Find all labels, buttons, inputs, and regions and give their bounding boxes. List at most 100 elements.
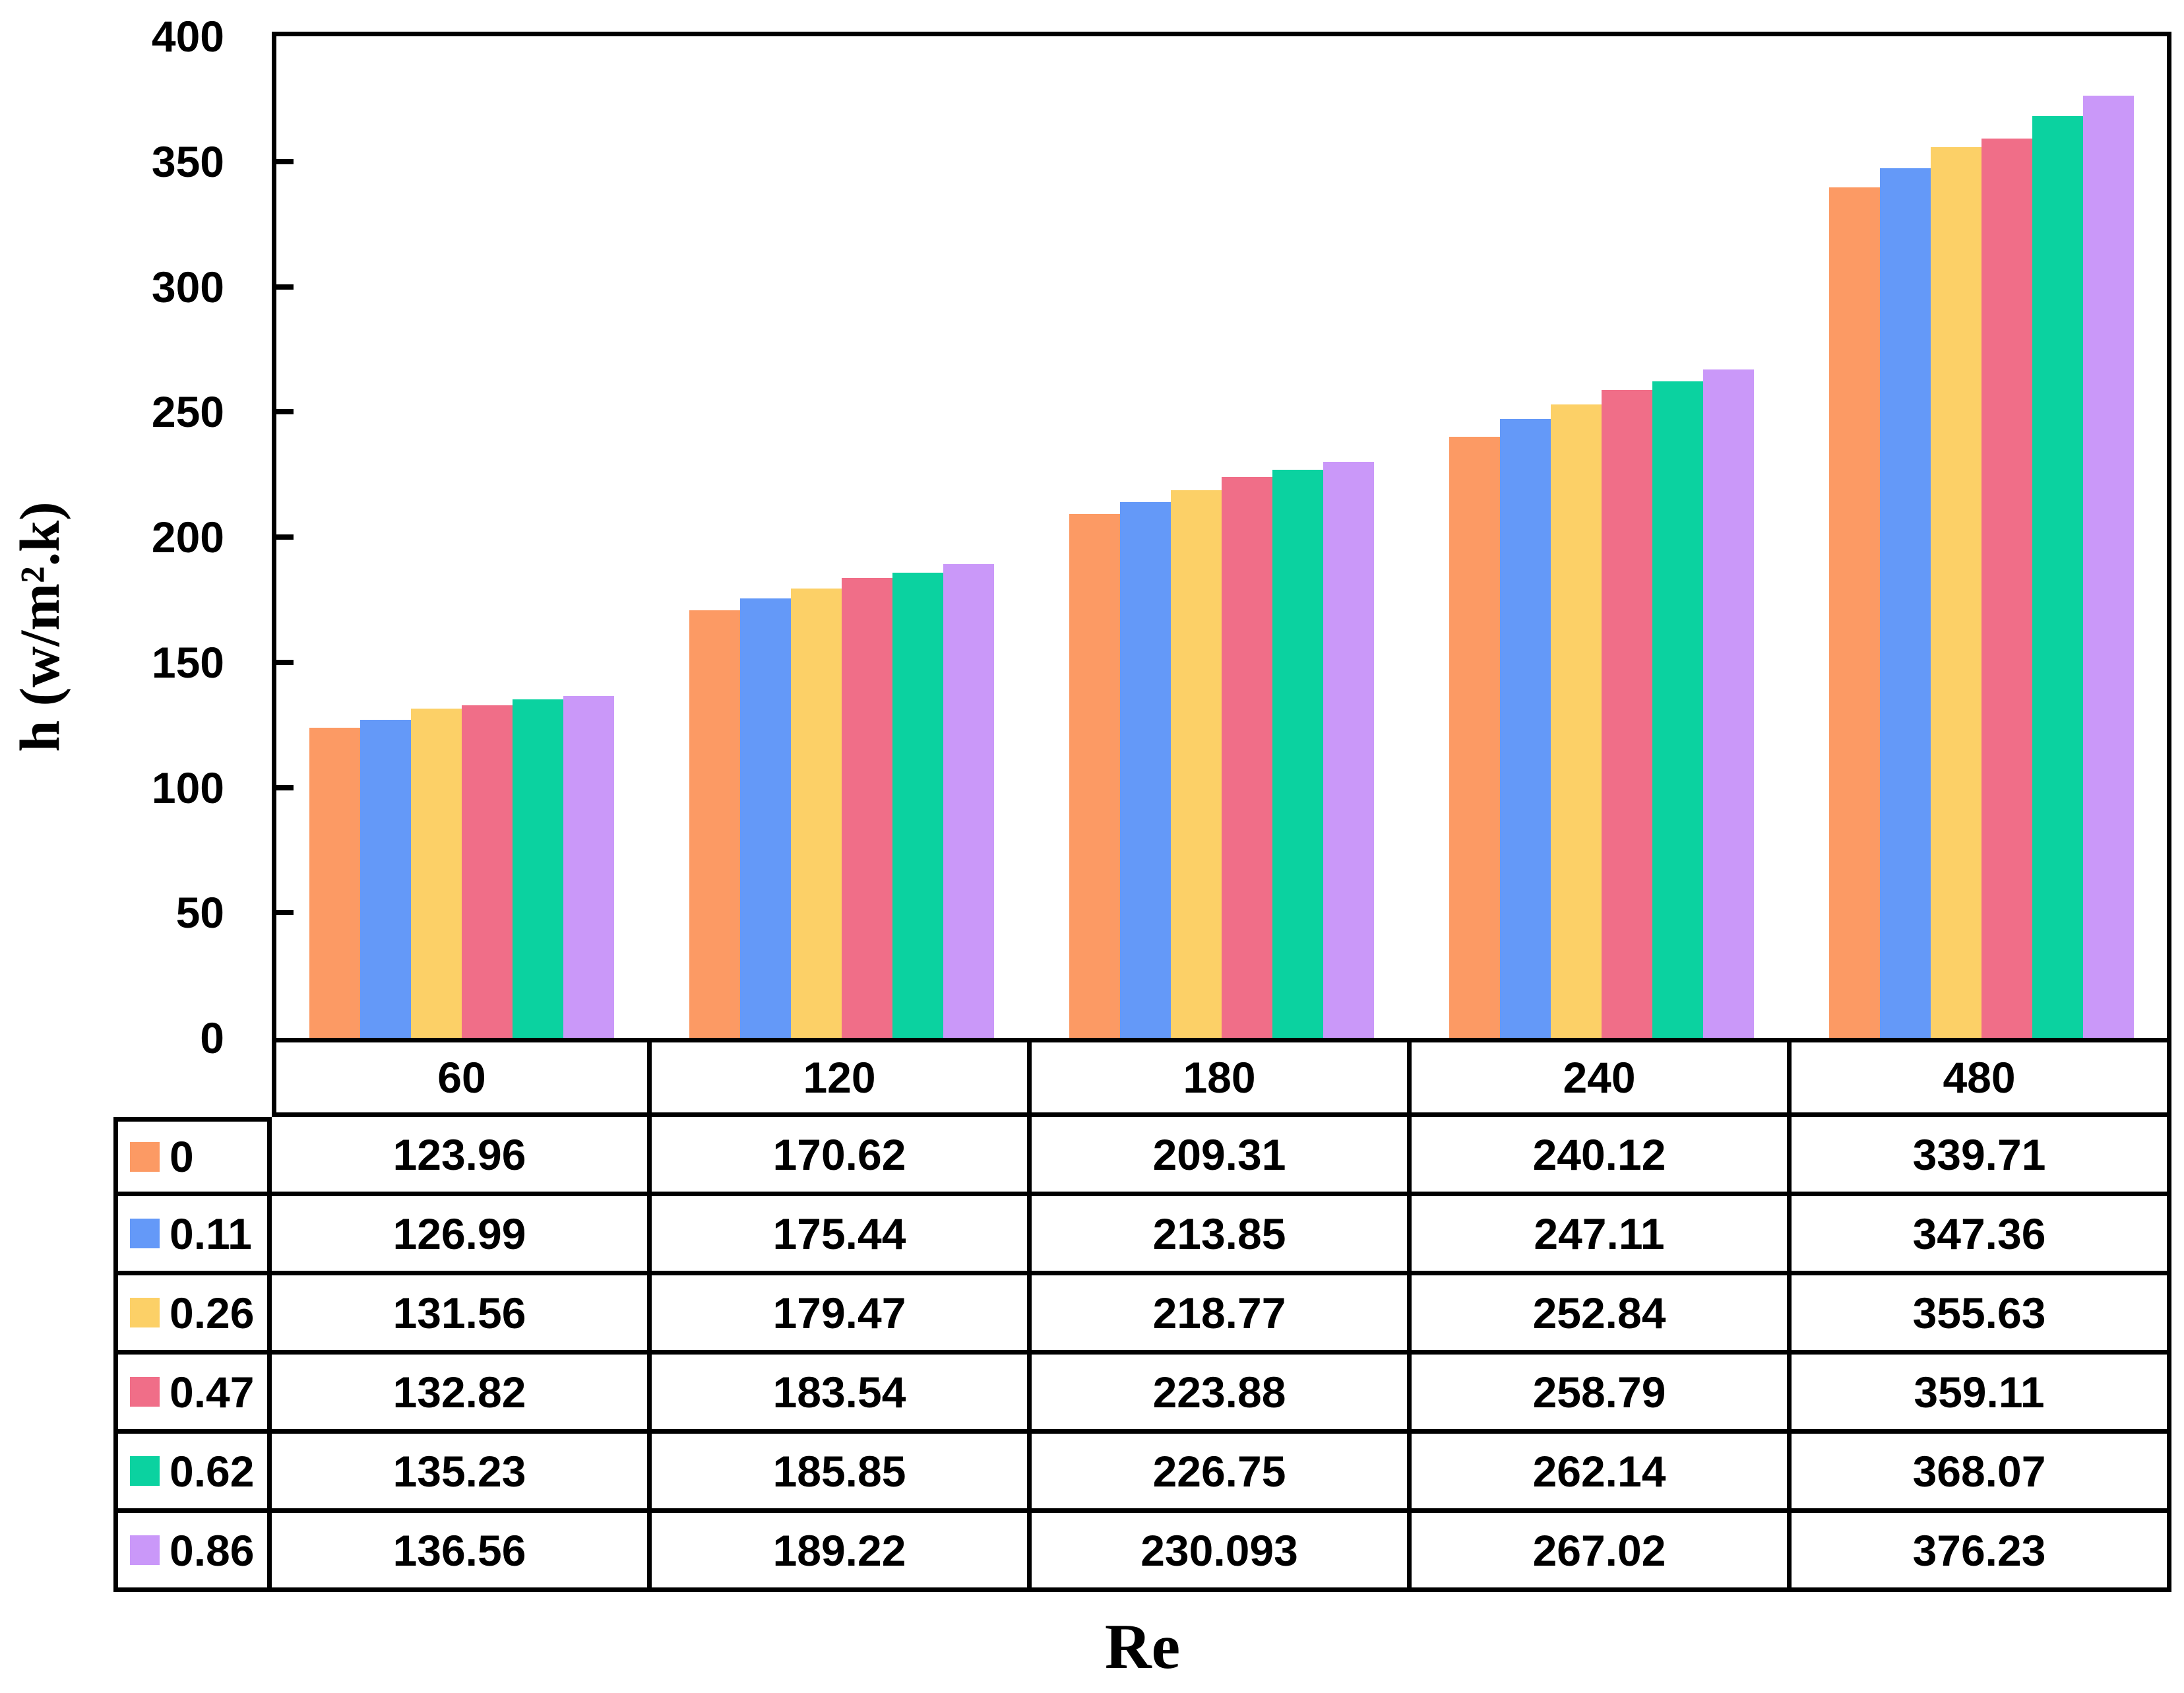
value-cell: 247.11: [1412, 1196, 1792, 1275]
legend-label: 0.62: [170, 1446, 255, 1496]
bar-0.62-180: [1272, 470, 1323, 1038]
bar-0.62-480: [2032, 116, 2083, 1038]
bar-0.11-120: [740, 598, 791, 1038]
value-cell: 240.12: [1412, 1117, 1792, 1196]
y-tick-mark: [276, 409, 294, 415]
legend-label: 0.11: [170, 1209, 252, 1258]
value-cell: 132.82: [272, 1355, 652, 1434]
bar-0.47-480: [1981, 139, 2032, 1038]
bar-0.26-60: [411, 709, 462, 1038]
y-tick-label: 50: [175, 888, 224, 938]
value-cell: 175.44: [652, 1196, 1032, 1275]
y-tick-mark: [276, 784, 294, 790]
y-tick-label: 0: [200, 1013, 224, 1062]
bar-0.62-120: [892, 573, 943, 1038]
bar-0.47-60: [462, 705, 513, 1038]
category-header-cell: 240: [1412, 1042, 1792, 1117]
y-tick-mark: [276, 284, 294, 290]
legend-cell: 0.62: [113, 1434, 272, 1513]
bar-0.26-120: [791, 589, 842, 1038]
value-cell: 213.85: [1032, 1196, 1412, 1275]
value-cell: 258.79: [1412, 1355, 1792, 1434]
value-cell: 131.56: [272, 1275, 652, 1355]
bar-0.86-180: [1323, 462, 1374, 1038]
legend-swatch: [130, 1377, 160, 1407]
bar-0.11-480: [1880, 168, 1931, 1038]
value-cell: 218.77: [1032, 1275, 1412, 1355]
value-cell: 183.54: [652, 1355, 1032, 1434]
y-tick-label: 250: [151, 387, 224, 437]
legend-cell: 0.11: [113, 1196, 272, 1275]
value-cell: 123.96: [272, 1117, 652, 1196]
legend-cell: 0: [113, 1117, 272, 1196]
value-cell: 252.84: [1412, 1275, 1792, 1355]
y-tick-label: 150: [151, 637, 224, 687]
y-tick-label: 350: [151, 137, 224, 186]
legend-swatch: [130, 1535, 160, 1565]
bar-0.86-480: [2083, 96, 2134, 1038]
value-cell: 230.093: [1032, 1513, 1412, 1592]
value-cell: 359.11: [1792, 1355, 2171, 1434]
value-cell: 209.31: [1032, 1117, 1412, 1196]
bar-0.47-240: [1602, 390, 1652, 1038]
plot-area: [272, 32, 2171, 1042]
value-cell: 179.47: [652, 1275, 1032, 1355]
category-header-cell: 480: [1792, 1042, 2171, 1117]
legend-swatch: [130, 1456, 160, 1486]
bar-0.86-240: [1703, 369, 1754, 1038]
y-tick-mark: [276, 910, 294, 916]
bar-0-480: [1829, 187, 1880, 1038]
y-tick-label: 200: [151, 513, 224, 561]
bar-0-120: [689, 610, 740, 1038]
value-cell: 267.02: [1412, 1513, 1792, 1592]
value-cell: 185.85: [652, 1434, 1032, 1513]
bar-0.47-180: [1222, 477, 1272, 1038]
value-cell: 226.75: [1032, 1434, 1412, 1513]
value-cell: 135.23: [272, 1434, 652, 1513]
y-tick-mark: [276, 534, 294, 540]
legend-label: 0.86: [170, 1525, 255, 1575]
legend-cell: 0.47: [113, 1355, 272, 1434]
x-axis-title: Re: [1104, 1611, 1181, 1682]
category-header-cell: 120: [652, 1042, 1032, 1117]
bar-0.11-180: [1120, 502, 1171, 1038]
y-tick-mark: [276, 158, 294, 164]
bar-0.47-120: [842, 578, 892, 1038]
legend-cell: 0.86: [113, 1513, 272, 1592]
bar-0-180: [1069, 514, 1120, 1038]
y-tick-label: 400: [151, 12, 224, 61]
bar-0-60: [309, 728, 360, 1038]
legend-label: 0.26: [170, 1288, 255, 1337]
bar-0.11-240: [1500, 419, 1551, 1038]
y-tick-label: 100: [151, 763, 224, 812]
legend-label: 0: [170, 1132, 194, 1181]
value-cell: 376.23: [1792, 1513, 2171, 1592]
value-cell: 136.56: [272, 1513, 652, 1592]
bar-0.86-120: [943, 564, 994, 1038]
category-header-cell: 60: [272, 1042, 652, 1117]
bar-0.62-60: [513, 699, 563, 1038]
y-tick-mark: [276, 659, 294, 665]
legend-label: 0.47: [170, 1367, 255, 1417]
bar-0.62-240: [1652, 381, 1703, 1038]
legend-swatch: [130, 1141, 160, 1172]
value-cell: 339.71: [1792, 1117, 2171, 1196]
category-header-cell: 180: [1032, 1042, 1412, 1117]
bar-0.86-60: [563, 696, 614, 1038]
bar-0-240: [1449, 437, 1500, 1038]
legend-swatch: [130, 1298, 160, 1327]
value-cell: 170.62: [652, 1117, 1032, 1196]
value-cell: 347.36: [1792, 1196, 2171, 1275]
bar-0.11-60: [360, 720, 411, 1038]
legend-swatch: [130, 1219, 160, 1248]
y-tick-label: 300: [151, 262, 224, 311]
value-cell: 189.22: [652, 1513, 1032, 1592]
value-cell: 368.07: [1792, 1434, 2171, 1513]
value-cell: 262.14: [1412, 1434, 1792, 1513]
legend-cell: 0.26: [113, 1275, 272, 1355]
bar-0.26-480: [1931, 147, 1981, 1038]
bar-0.26-180: [1171, 490, 1222, 1038]
value-cell: 355.63: [1792, 1275, 2171, 1355]
value-cell: 126.99: [272, 1196, 652, 1275]
